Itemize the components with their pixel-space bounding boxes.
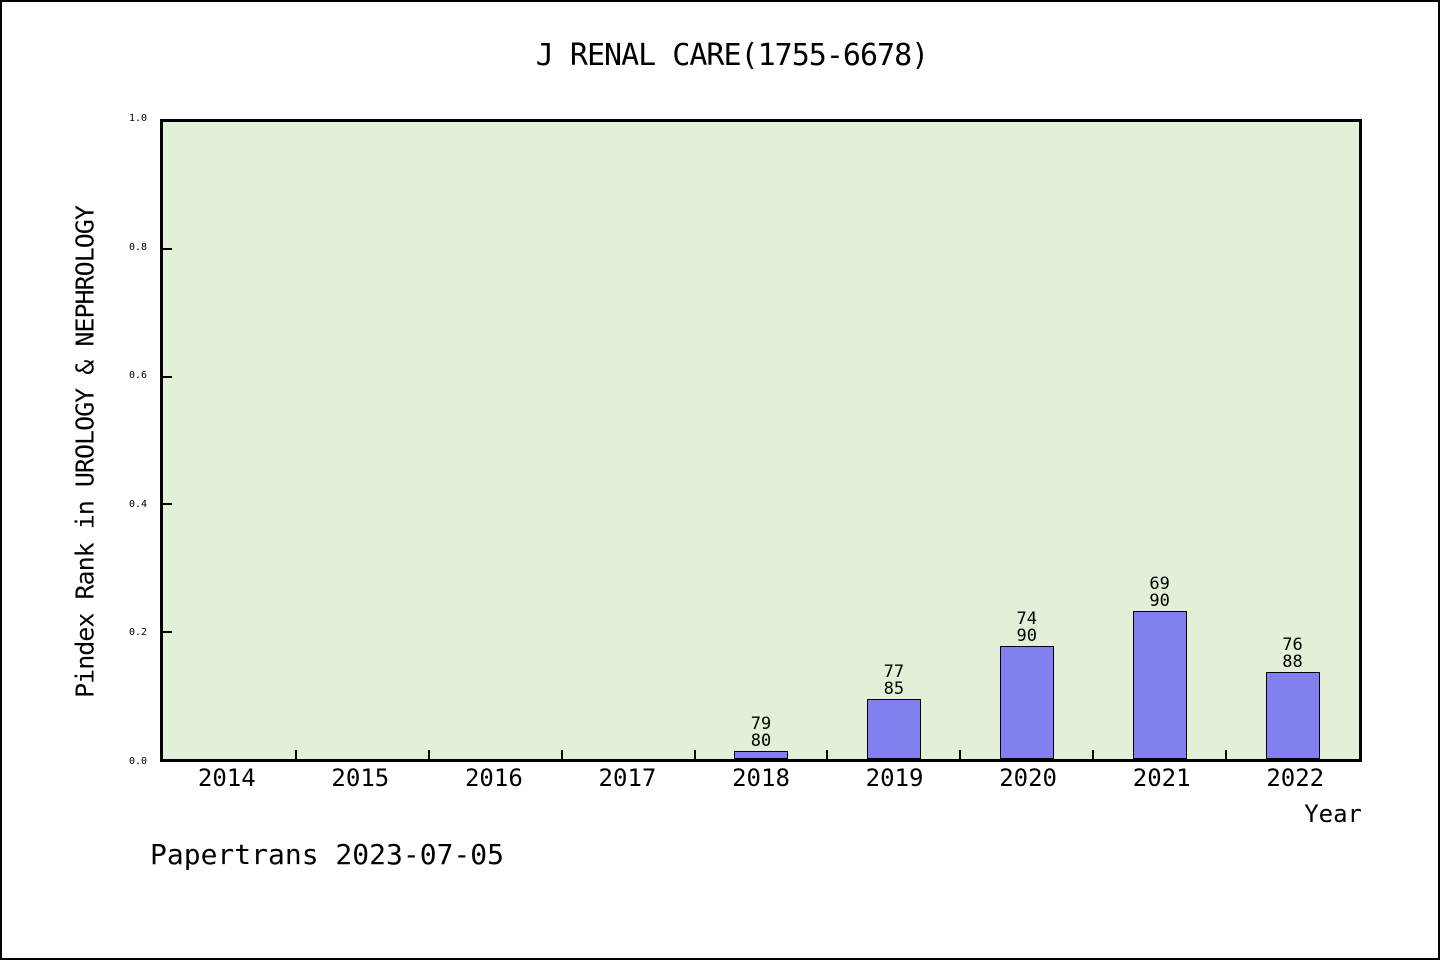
y-tick-mark [163, 248, 172, 251]
y-tick-mark [163, 630, 172, 633]
x-tick-mark [1092, 750, 1095, 759]
x-tick-label: 2021 [1132, 764, 1191, 792]
x-tick-mark [560, 750, 563, 759]
bar-value-rank: 77 [883, 662, 905, 683]
x-tick-label: 2017 [598, 764, 657, 792]
bar-value-total: 90 [1149, 590, 1170, 611]
y-tick-label: 1.0 [128, 113, 147, 124]
x-tick-mark [294, 750, 297, 759]
y-tick-label: 0.4 [128, 498, 147, 510]
x-tick-mark [1225, 750, 1228, 759]
x-tick-label: 2015 [331, 764, 390, 792]
x-axis-label: Year [1304, 800, 1362, 828]
bar-2019 [866, 699, 921, 759]
bar-value-label: 77 85 [884, 664, 904, 698]
bar-value-total: 90 [1016, 625, 1038, 646]
x-tick-label: 2022 [1266, 764, 1325, 792]
x-tick-mark [693, 750, 696, 759]
bar-value-label: 76 88 [1282, 637, 1302, 671]
y-axis-tick-labels: 0.0 0.2 0.4 0.6 0.8 1.0 [2, 113, 154, 767]
x-tick-label: 2020 [999, 764, 1058, 792]
bar-value-label: 79 80 [751, 716, 771, 750]
plot-area: 79 80 77 85 74 90 69 90 76 88 [160, 119, 1362, 762]
y-tick-mark [163, 503, 172, 506]
bar-value-total: 80 [750, 731, 772, 752]
bar-value-label: 69 90 [1149, 573, 1170, 611]
bar-value-total: 85 [883, 679, 905, 700]
x-tick-mark [427, 750, 430, 759]
x-tick-label: 2019 [865, 764, 924, 792]
bar-2022 [1265, 672, 1320, 759]
x-tick-label: 2014 [197, 764, 256, 792]
y-tick-label: 0.2 [128, 627, 147, 639]
bar-2018 [734, 751, 788, 759]
bar-2021 [1132, 610, 1187, 759]
watermark-text: Papertrans 2023-07-05 [150, 838, 505, 871]
bar-value-rank: 76 [1282, 635, 1303, 656]
x-tick-mark [826, 750, 829, 759]
y-tick-label: 0.0 [128, 756, 147, 767]
x-axis-tick-labels: 2014 2015 2016 2017 2018 2019 2020 2021 2022 [160, 764, 1362, 796]
bar-2020 [999, 645, 1054, 759]
bar-value-rank: 74 [1016, 608, 1038, 629]
bar-value-label: 74 90 [1016, 608, 1038, 646]
x-tick-mark [959, 750, 962, 759]
y-tick-label: 0.8 [128, 241, 147, 253]
bar-value-rank: 69 [1149, 573, 1170, 594]
bar-value-total: 88 [1282, 652, 1303, 673]
x-tick-label: 2018 [732, 764, 790, 792]
bar-value-rank: 79 [750, 714, 772, 735]
chart-title: J RENAL CARE(1755-6678) [535, 38, 929, 73]
x-tick-label: 2016 [464, 764, 523, 792]
y-tick-label: 0.6 [128, 370, 147, 382]
y-tick-mark [163, 375, 172, 378]
